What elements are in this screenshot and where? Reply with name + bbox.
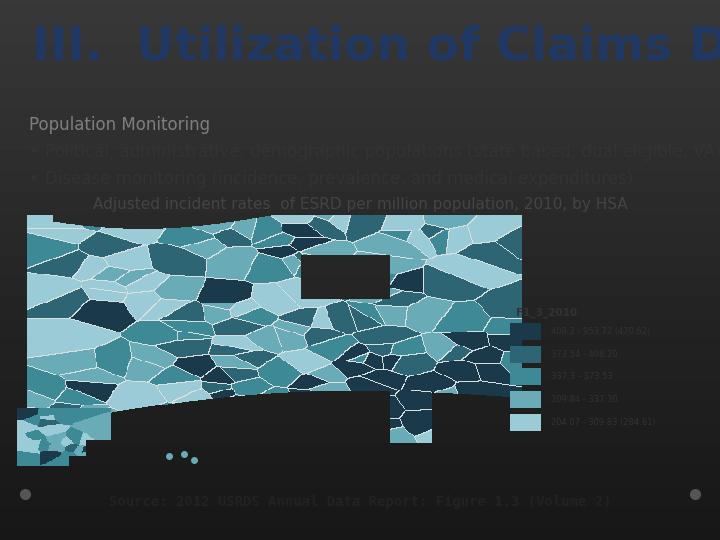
Text: Political, administrative, demographic populations (state based, dual eligible, : Political, administrative, demographic p…: [45, 143, 720, 161]
Text: 309.84 - 337.30: 309.84 - 337.30: [551, 395, 618, 404]
Bar: [510, 368, 541, 386]
Bar: [510, 414, 541, 431]
Text: Disease monitoring (incidence, prevalence, and medical expenditures): Disease monitoring (incidence, prevalenc…: [45, 170, 633, 188]
Text: •: •: [29, 143, 39, 161]
Text: 204.07 - 309.83 (284.81): 204.07 - 309.83 (284.81): [551, 418, 656, 427]
Text: III.  Utilization of Claims Data: III. Utilization of Claims Data: [32, 24, 720, 69]
Text: Population Monitoring: Population Monitoring: [29, 116, 210, 134]
Bar: [510, 391, 541, 408]
Text: •: •: [29, 170, 39, 188]
Text: 337.3 - 373.53: 337.3 - 373.53: [551, 373, 613, 381]
Text: Source: 2012 USRDS Annual Data Report: Figure 1.3 (Volume 2): Source: 2012 USRDS Annual Data Report: F…: [109, 495, 611, 509]
Bar: [510, 346, 541, 363]
Text: F1_3_2010: F1_3_2010: [516, 308, 577, 318]
Text: Adjusted incident rates  of ESRD per million population, 2010, by HSA: Adjusted incident rates of ESRD per mill…: [93, 197, 627, 212]
Text: 408.2 - 953.72 (470.62): 408.2 - 953.72 (470.62): [551, 327, 650, 336]
Text: 373.54 - 408.20: 373.54 - 408.20: [551, 350, 618, 359]
Bar: [510, 323, 541, 340]
